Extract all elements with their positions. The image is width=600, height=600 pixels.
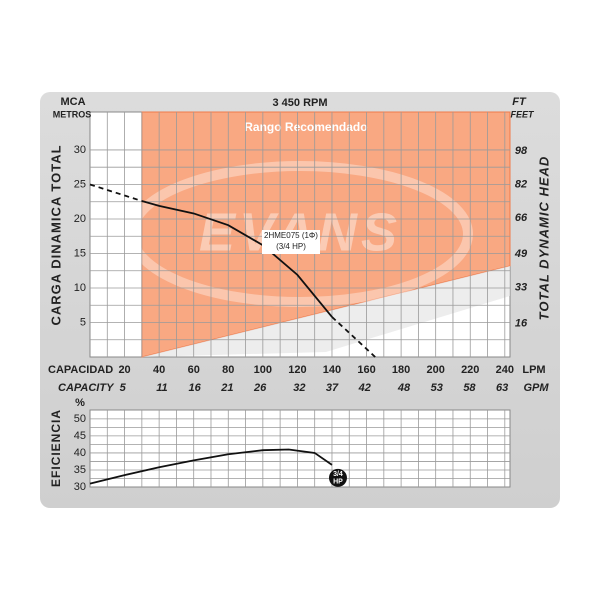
y-tick-label: 20 <box>74 213 86 225</box>
y2-tick-label: 33 <box>515 282 527 294</box>
annotation-box <box>262 230 320 254</box>
x-tick-label: 200 <box>426 364 444 376</box>
x2-tick-label: 63 <box>496 382 508 394</box>
x2-tick-label: 11 <box>156 382 167 394</box>
x-tick-label: 80 <box>222 364 234 376</box>
annotation: 2HME075 (1Φ) <box>264 231 318 240</box>
y-tick-label: 25 <box>74 178 86 190</box>
x-tick-label: 100 <box>254 364 272 376</box>
y2-tick-label: 82 <box>515 178 527 190</box>
recommended-range-label: Rango Recomendado <box>244 120 367 134</box>
x-unit: LPM <box>522 364 545 376</box>
y-tick-label: 50 <box>74 413 86 425</box>
y-tick-label: 45 <box>74 430 86 442</box>
x-tick-label: 220 <box>461 364 479 376</box>
series-line <box>141 200 333 318</box>
x2-tick-label: 53 <box>431 382 443 394</box>
x-tick-label: 40 <box>153 364 165 376</box>
x-tick-label: 240 <box>496 364 514 376</box>
x-tick-label: 140 <box>323 364 341 376</box>
x2-tick-label: 58 <box>463 382 476 394</box>
y-tick-label: 30 <box>74 144 86 156</box>
x-tick-label: 120 <box>288 364 306 376</box>
x-tick-label: 160 <box>357 364 375 376</box>
y2-tick-label: 66 <box>515 212 528 224</box>
shadow-region <box>141 265 510 357</box>
y2-unit-sub: FEET <box>510 109 535 119</box>
x2-tick-label: 42 <box>358 382 371 394</box>
annotation: (3/4 HP) <box>276 242 306 251</box>
x2-unit: GPM <box>523 382 549 394</box>
y-unit-sub: METROS <box>53 109 92 119</box>
efficiency-plot-area <box>89 409 511 488</box>
y2-axis-label: TOTAL DYNAMIC HEAD <box>536 156 551 321</box>
y2-tick-label: 98 <box>515 145 528 157</box>
end-label: HP <box>333 479 343 486</box>
series-line <box>89 448 333 485</box>
end-label: 3/4 <box>333 471 343 478</box>
x2-axis-label: CAPACITY <box>58 382 115 394</box>
x2-tick-label: 5 <box>120 382 127 394</box>
y2-tick-label: 16 <box>515 317 528 329</box>
y2-unit: FT <box>512 96 527 108</box>
y-tick-label: 15 <box>74 247 86 259</box>
y-tick-label: 35 <box>74 464 86 476</box>
end-marker <box>328 468 347 487</box>
y-tick-label: 40 <box>74 447 86 459</box>
efficiency-axis-label: EFICIENCIA <box>49 409 63 487</box>
y-tick-label: 5 <box>80 316 86 328</box>
x2-tick-label: 26 <box>253 382 267 394</box>
y-axis-label: CARGA DINAMICA TOTAL <box>48 144 63 325</box>
x-axis-label: CAPACIDAD <box>48 364 113 376</box>
x-tick-label: 20 <box>118 364 130 376</box>
chart-title: 3 450 RPM <box>272 97 327 109</box>
x2-tick-label: 48 <box>397 382 411 394</box>
x2-tick-label: 37 <box>326 382 339 394</box>
y2-tick-label: 49 <box>514 248 528 260</box>
x2-tick-label: 21 <box>220 382 233 394</box>
series-line <box>89 183 376 358</box>
watermark-ring <box>127 161 473 307</box>
efficiency-unit: % <box>75 397 85 409</box>
y-tick-label: 30 <box>74 481 86 493</box>
x-tick-label: 60 <box>188 364 200 376</box>
x-tick-label: 180 <box>392 364 410 376</box>
y-unit: MCA <box>60 96 85 108</box>
x2-tick-label: 16 <box>189 382 202 394</box>
x2-tick-label: 32 <box>293 382 305 394</box>
y-tick-label: 10 <box>74 282 86 294</box>
